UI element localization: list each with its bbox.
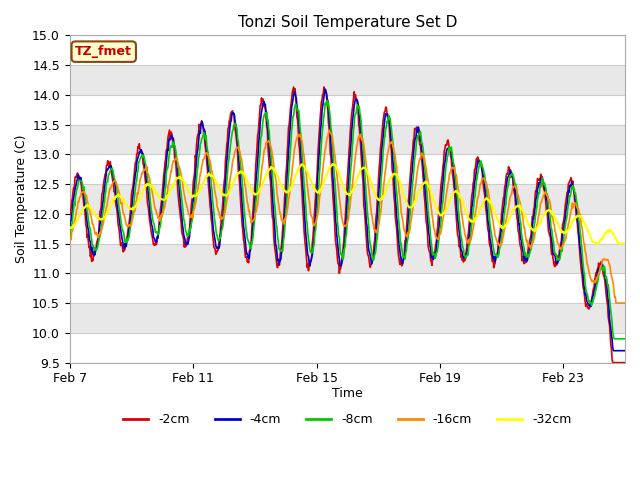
Bar xyxy=(70,303,625,333)
Legend: -2cm, -4cm, -8cm, -16cm, -32cm: -2cm, -4cm, -8cm, -16cm, -32cm xyxy=(118,408,577,431)
Bar xyxy=(70,125,625,155)
Y-axis label: Soil Temperature (C): Soil Temperature (C) xyxy=(15,135,28,263)
Bar xyxy=(70,273,625,303)
Bar xyxy=(70,65,625,95)
X-axis label: Time: Time xyxy=(332,387,363,400)
Bar xyxy=(70,214,625,243)
Bar xyxy=(70,95,625,125)
Text: TZ_fmet: TZ_fmet xyxy=(76,45,132,58)
Title: Tonzi Soil Temperature Set D: Tonzi Soil Temperature Set D xyxy=(237,15,457,30)
Bar xyxy=(70,184,625,214)
Bar xyxy=(70,243,625,273)
Bar xyxy=(70,333,625,362)
Bar xyxy=(70,36,625,65)
Bar xyxy=(70,155,625,184)
